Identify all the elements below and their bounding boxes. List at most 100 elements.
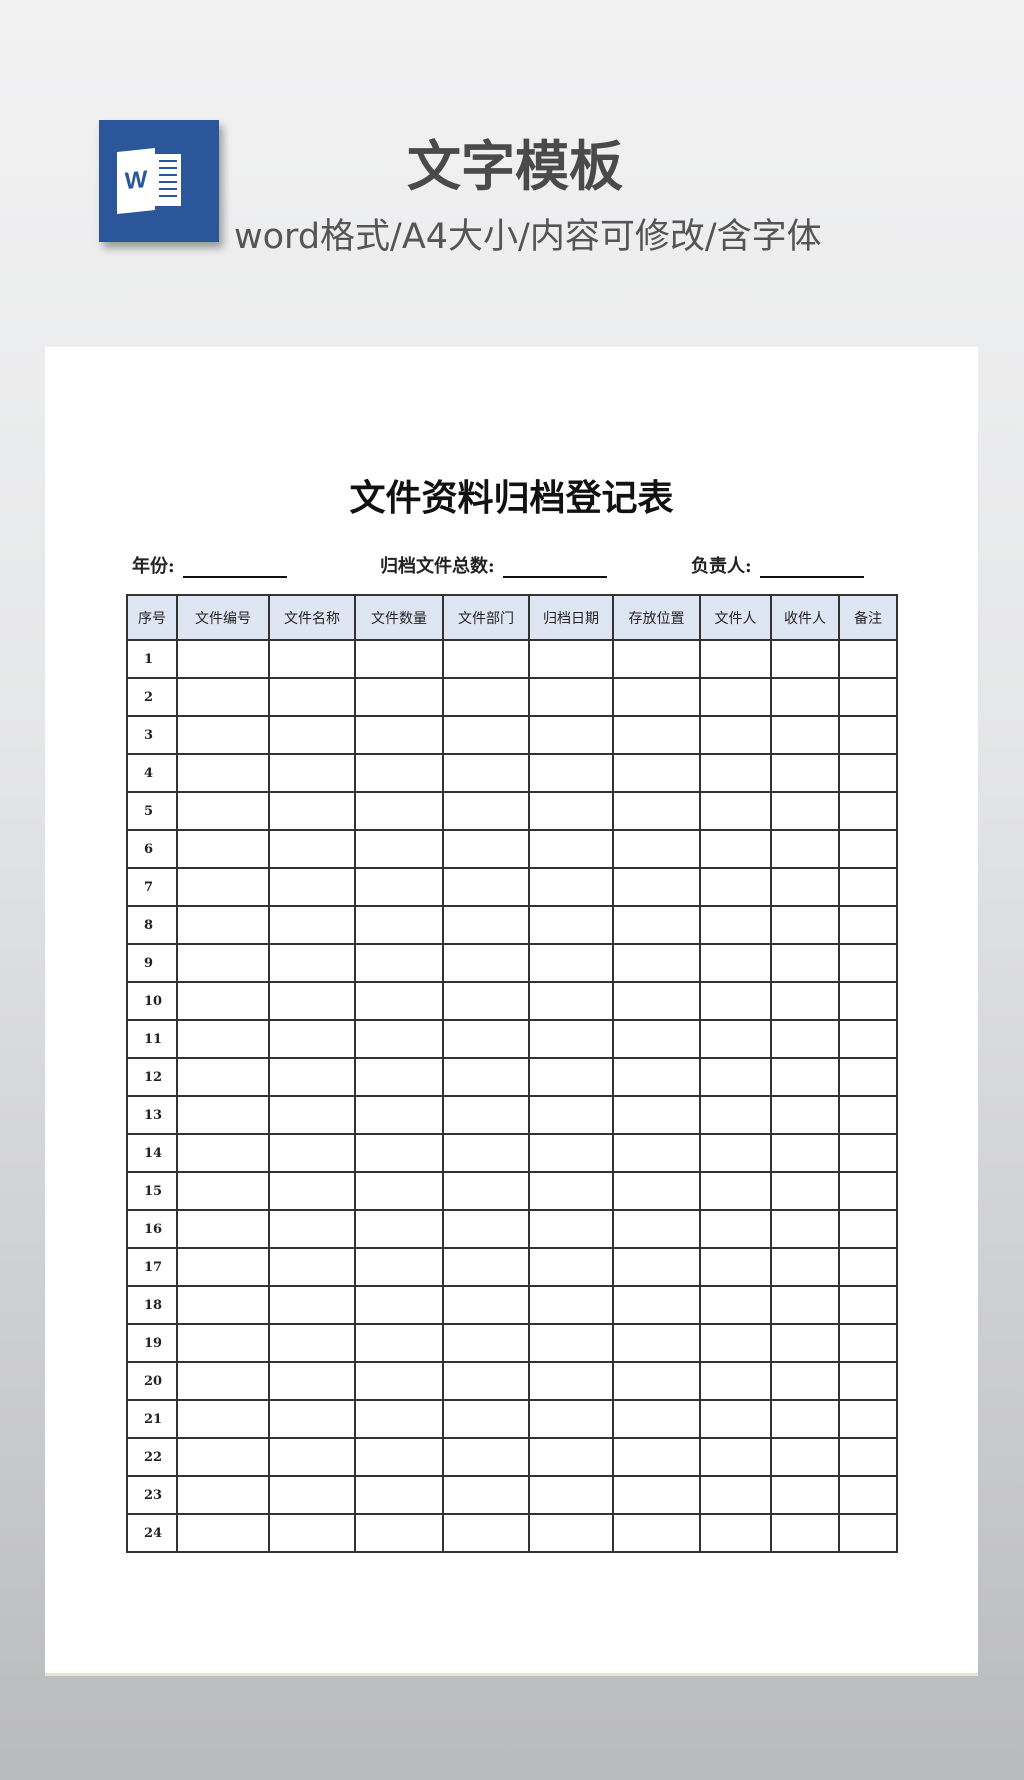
table-cell[interactable]	[838, 639, 898, 679]
table-cell[interactable]	[528, 715, 614, 755]
table-cell[interactable]	[528, 1057, 614, 1097]
table-cell[interactable]	[268, 1133, 356, 1173]
table-cell[interactable]	[699, 867, 772, 907]
table-cell[interactable]	[354, 1171, 444, 1211]
table-cell[interactable]	[770, 1361, 840, 1401]
table-cell[interactable]	[699, 1437, 772, 1477]
table-cell[interactable]	[442, 1247, 530, 1287]
table-cell[interactable]	[354, 1209, 444, 1249]
table-cell[interactable]	[176, 1057, 270, 1097]
table-cell[interactable]	[770, 1019, 840, 1059]
table-cell[interactable]	[176, 677, 270, 717]
table-cell[interactable]	[176, 981, 270, 1021]
table-cell[interactable]	[770, 943, 840, 983]
table-cell[interactable]	[612, 639, 701, 679]
table-cell[interactable]	[442, 1285, 530, 1325]
table-cell[interactable]	[528, 829, 614, 869]
table-cell[interactable]	[838, 1475, 898, 1515]
table-cell[interactable]	[442, 1133, 530, 1173]
table-cell[interactable]	[528, 1285, 614, 1325]
table-cell[interactable]	[354, 677, 444, 717]
table-cell[interactable]	[176, 1475, 270, 1515]
table-cell[interactable]	[612, 753, 701, 793]
table-cell[interactable]	[442, 791, 530, 831]
table-cell[interactable]	[528, 867, 614, 907]
table-cell[interactable]	[176, 1095, 270, 1135]
table-cell[interactable]	[699, 1323, 772, 1363]
table-cell[interactable]	[176, 791, 270, 831]
table-cell[interactable]	[770, 1475, 840, 1515]
table-cell[interactable]	[699, 715, 772, 755]
table-cell[interactable]	[176, 715, 270, 755]
table-cell[interactable]	[612, 1513, 701, 1553]
table-cell[interactable]	[770, 905, 840, 945]
table-cell[interactable]	[268, 1513, 356, 1553]
table-cell[interactable]	[838, 1057, 898, 1097]
table-cell[interactable]	[699, 1019, 772, 1059]
table-cell[interactable]	[699, 1247, 772, 1287]
table-cell[interactable]	[176, 829, 270, 869]
table-cell[interactable]	[838, 905, 898, 945]
table-cell[interactable]	[612, 943, 701, 983]
table-cell[interactable]	[612, 791, 701, 831]
table-cell[interactable]	[442, 1475, 530, 1515]
table-cell[interactable]	[268, 1171, 356, 1211]
table-cell[interactable]	[838, 715, 898, 755]
table-cell[interactable]	[528, 1399, 614, 1439]
table-cell[interactable]	[770, 829, 840, 869]
table-cell[interactable]	[838, 1171, 898, 1211]
table-cell[interactable]	[838, 677, 898, 717]
table-cell[interactable]	[176, 1209, 270, 1249]
table-cell[interactable]	[528, 677, 614, 717]
table-cell[interactable]	[528, 1171, 614, 1211]
table-cell[interactable]	[268, 639, 356, 679]
table-cell[interactable]	[528, 1133, 614, 1173]
table-cell[interactable]	[354, 1133, 444, 1173]
table-cell[interactable]	[268, 1399, 356, 1439]
table-cell[interactable]	[176, 1247, 270, 1287]
table-cell[interactable]	[268, 1209, 356, 1249]
table-cell[interactable]	[699, 753, 772, 793]
table-cell[interactable]	[442, 1399, 530, 1439]
table-cell[interactable]	[528, 1095, 614, 1135]
table-cell[interactable]	[699, 1399, 772, 1439]
year-blank[interactable]	[182, 558, 287, 578]
table-cell[interactable]	[528, 943, 614, 983]
table-cell[interactable]	[442, 1019, 530, 1059]
table-cell[interactable]	[612, 1361, 701, 1401]
table-cell[interactable]	[268, 1285, 356, 1325]
table-cell[interactable]	[268, 867, 356, 907]
table-cell[interactable]	[770, 1247, 840, 1287]
table-cell[interactable]	[354, 791, 444, 831]
table-cell[interactable]	[528, 1019, 614, 1059]
table-cell[interactable]	[699, 829, 772, 869]
table-cell[interactable]	[838, 1361, 898, 1401]
table-cell[interactable]	[699, 1057, 772, 1097]
table-cell[interactable]	[442, 753, 530, 793]
table-cell[interactable]	[838, 1019, 898, 1059]
table-cell[interactable]	[354, 639, 444, 679]
table-cell[interactable]	[354, 753, 444, 793]
table-cell[interactable]	[528, 905, 614, 945]
table-cell[interactable]	[699, 1361, 772, 1401]
table-cell[interactable]	[176, 1513, 270, 1553]
table-cell[interactable]	[176, 905, 270, 945]
table-cell[interactable]	[442, 1361, 530, 1401]
table-cell[interactable]	[612, 1133, 701, 1173]
table-cell[interactable]	[176, 1323, 270, 1363]
table-cell[interactable]	[442, 1323, 530, 1363]
table-cell[interactable]	[699, 1133, 772, 1173]
table-cell[interactable]	[528, 1361, 614, 1401]
table-cell[interactable]	[268, 1095, 356, 1135]
table-cell[interactable]	[838, 1247, 898, 1287]
table-cell[interactable]	[699, 1095, 772, 1135]
table-cell[interactable]	[838, 943, 898, 983]
table-cell[interactable]	[612, 1019, 701, 1059]
table-cell[interactable]	[612, 905, 701, 945]
table-cell[interactable]	[699, 639, 772, 679]
table-cell[interactable]	[354, 1057, 444, 1097]
table-cell[interactable]	[528, 1209, 614, 1249]
table-cell[interactable]	[442, 1095, 530, 1135]
table-cell[interactable]	[268, 829, 356, 869]
table-cell[interactable]	[612, 1209, 701, 1249]
